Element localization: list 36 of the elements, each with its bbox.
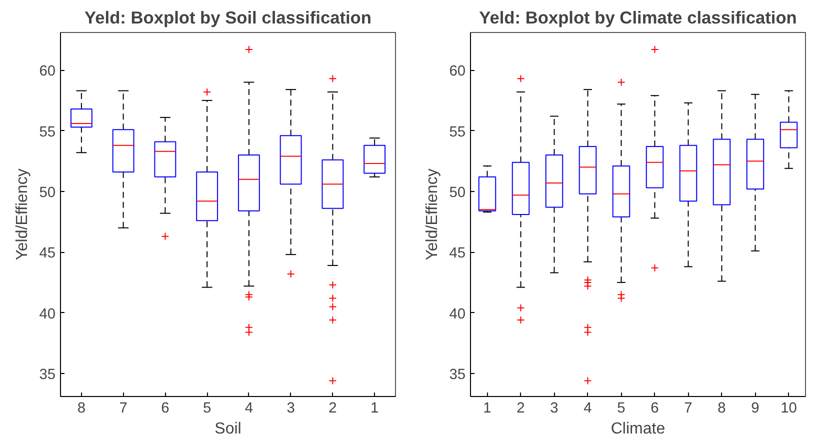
x-tick-label: 9 xyxy=(751,400,760,416)
y-tick-label: 45 xyxy=(39,246,56,262)
y-tick-label: 40 xyxy=(39,306,56,322)
x-tick-label: 2 xyxy=(516,400,525,416)
x-tick-label: 6 xyxy=(161,400,170,416)
y-tick-label: 60 xyxy=(449,64,466,80)
y-tick-label: 60 xyxy=(39,64,56,80)
y-tick-label: 50 xyxy=(449,184,466,201)
y-axis-title: Yeld/Effiency xyxy=(424,168,442,260)
x-axis-title: Soil xyxy=(214,420,242,438)
x-tick-label: 6 xyxy=(650,400,659,416)
x-tick-label: 8 xyxy=(77,400,86,416)
y-tick-label: 40 xyxy=(449,306,466,322)
chart-title: Yeld: Boxplot by Climate classification xyxy=(479,8,797,28)
x-tick-label: 7 xyxy=(119,400,128,416)
chart-title: Yeld: Boxplot by Soil classification xyxy=(84,8,372,28)
x-tick-label: 2 xyxy=(328,400,337,416)
x-tick-label: 1 xyxy=(483,400,492,416)
y-tick-label: 35 xyxy=(39,366,56,383)
x-tick-label: 7 xyxy=(684,400,692,416)
y-axis-title: Yeld/Effiency xyxy=(14,168,32,260)
x-tick-label: 10 xyxy=(780,400,797,416)
x-tick-label: 5 xyxy=(617,400,626,416)
y-tick-label: 45 xyxy=(449,246,466,262)
x-tick-label: 4 xyxy=(244,400,254,416)
y-tick-label: 55 xyxy=(39,124,56,140)
x-tick-label: 5 xyxy=(202,400,212,416)
x-tick-label: 3 xyxy=(550,400,558,416)
y-tick-label: 50 xyxy=(39,184,56,201)
y-tick-label: 55 xyxy=(449,124,466,140)
x-tick-label: 1 xyxy=(370,400,379,416)
y-tick-label: 35 xyxy=(449,366,466,383)
x-tick-label: 8 xyxy=(718,400,726,416)
x-axis-title: Climate xyxy=(610,420,666,438)
x-tick-label: 4 xyxy=(584,400,592,416)
x-tick-label: 3 xyxy=(286,400,295,416)
